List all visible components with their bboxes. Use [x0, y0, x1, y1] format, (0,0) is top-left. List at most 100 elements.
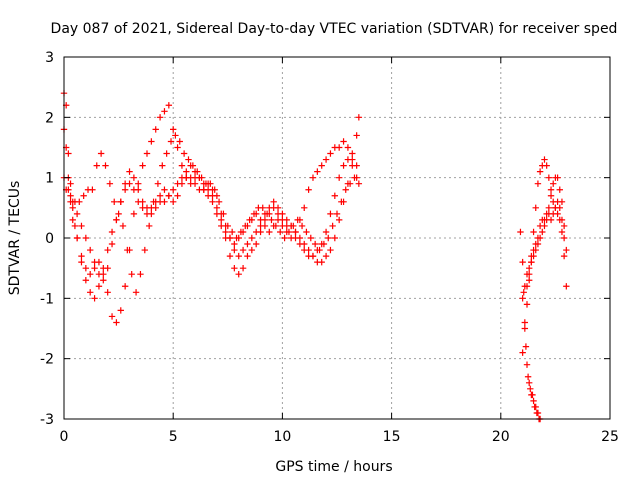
data-point — [519, 258, 526, 266]
data-point — [143, 150, 151, 157]
data-point — [100, 277, 107, 284]
data-point — [547, 216, 555, 224]
data-point — [108, 228, 116, 236]
data-point — [519, 349, 526, 356]
data-point — [154, 180, 162, 187]
data-point — [233, 234, 240, 242]
data-point — [141, 246, 149, 254]
data-point — [530, 397, 537, 405]
data-point — [353, 132, 360, 139]
data-point — [279, 222, 286, 230]
data-point — [259, 204, 266, 212]
series-track-2 — [60, 126, 360, 302]
data-point — [124, 246, 131, 254]
data-point — [231, 240, 238, 248]
data-point — [244, 252, 251, 260]
axis-ticks — [63, 56, 611, 420]
data-point — [137, 271, 144, 278]
data-point — [532, 240, 539, 248]
data-point — [554, 174, 561, 181]
data-point — [338, 198, 345, 205]
data-point — [523, 301, 531, 308]
data-point — [78, 258, 85, 266]
data-point — [534, 409, 542, 417]
data-point — [335, 174, 343, 181]
data-point — [128, 271, 135, 278]
data-point — [139, 162, 146, 169]
data-point — [257, 216, 264, 224]
data-point — [176, 138, 183, 145]
data-point — [351, 174, 358, 181]
data-point — [346, 180, 354, 187]
data-point — [327, 150, 334, 157]
data-point — [274, 204, 282, 212]
data-point — [318, 258, 325, 266]
data-point — [80, 192, 87, 199]
y-tick-label: -1 — [40, 291, 54, 307]
data-point — [224, 222, 231, 230]
data-point — [550, 180, 557, 187]
data-point — [331, 234, 339, 242]
data-point — [95, 271, 103, 278]
data-point — [152, 126, 159, 133]
data-point — [82, 264, 90, 272]
data-point — [560, 234, 568, 242]
data-point — [174, 144, 181, 151]
data-point — [248, 234, 256, 242]
data-point — [228, 228, 236, 236]
data-point — [316, 246, 323, 254]
data-point — [250, 210, 258, 218]
data-point — [161, 108, 168, 115]
series-track-1 — [60, 90, 363, 326]
data-point — [525, 277, 533, 284]
data-point — [556, 204, 563, 212]
data-point — [349, 162, 356, 169]
data-point — [117, 307, 124, 314]
data-point — [239, 246, 247, 254]
data-point — [558, 216, 566, 224]
data-point — [536, 222, 544, 230]
data-point — [183, 168, 190, 175]
data-point — [547, 192, 555, 199]
data-point — [325, 234, 332, 242]
data-point — [322, 228, 330, 236]
data-point — [298, 222, 306, 230]
data-point — [231, 264, 238, 272]
data-point — [185, 156, 192, 163]
y-tick-label: 1 — [45, 171, 54, 187]
data-point — [132, 289, 140, 296]
data-point — [246, 216, 253, 224]
data-point — [187, 174, 194, 181]
data-point — [67, 192, 74, 199]
data-point — [331, 192, 339, 199]
data-point — [242, 222, 249, 230]
data-point — [296, 240, 304, 248]
data-point — [97, 150, 105, 157]
data-point — [207, 180, 214, 187]
data-point — [532, 403, 539, 411]
x-tick-label: 20 — [492, 429, 510, 445]
data-point — [156, 192, 164, 199]
data-point — [104, 289, 111, 296]
data-point — [106, 180, 114, 187]
data-point — [121, 186, 129, 193]
data-point — [520, 289, 527, 296]
y-tick-label: -2 — [40, 352, 54, 368]
x-tick-label: 0 — [60, 429, 69, 445]
data-point — [194, 168, 201, 175]
data-point — [314, 168, 321, 175]
data-point — [209, 192, 216, 199]
data-point — [91, 264, 98, 272]
data-point — [517, 228, 524, 236]
data-point — [327, 210, 334, 218]
data-point — [130, 186, 138, 193]
data-point — [218, 216, 225, 224]
data-point — [556, 186, 563, 193]
data-point — [563, 246, 570, 254]
data-point — [554, 198, 561, 205]
x-tick-labels: 0 5 10 15 20 25 — [60, 429, 619, 445]
data-point — [322, 252, 330, 260]
data-point — [252, 228, 260, 236]
data-point — [76, 198, 83, 205]
data-point — [215, 198, 223, 205]
